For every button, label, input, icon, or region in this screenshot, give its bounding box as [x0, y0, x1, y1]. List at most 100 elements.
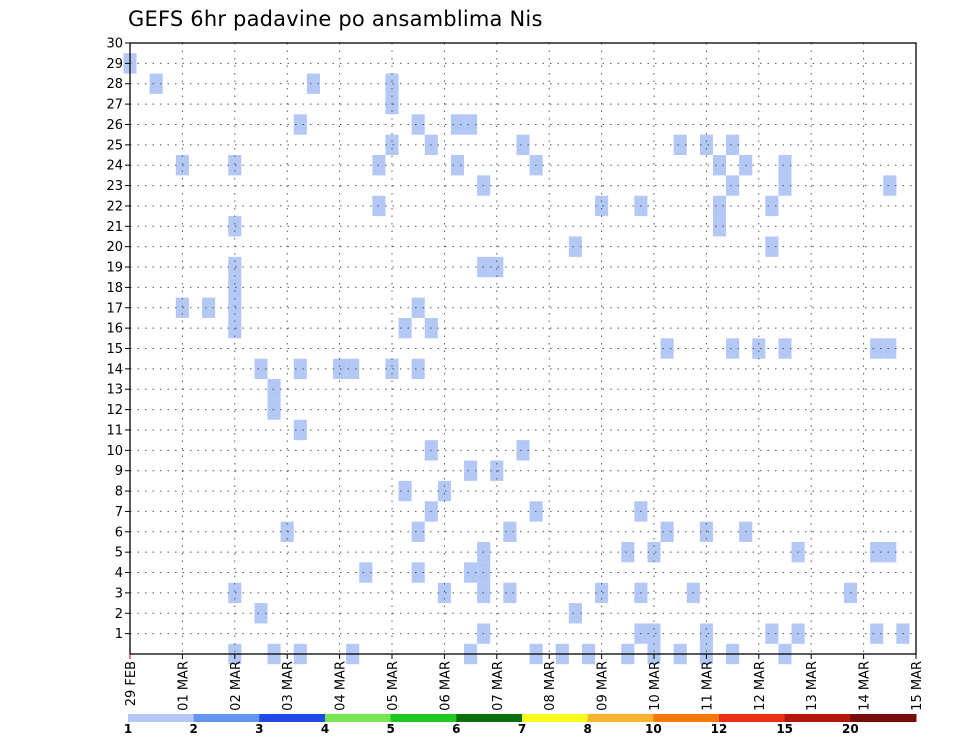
colorbar-label: 10	[645, 722, 662, 736]
colorbar-label: 20	[842, 722, 859, 736]
heatmap-cell	[870, 541, 884, 563]
colorbar-swatch	[193, 714, 260, 722]
heatmap-cell	[673, 134, 687, 156]
heatmap-cell	[254, 358, 268, 380]
x-tick-label: 05 MAR	[386, 661, 401, 711]
heatmap-cell	[450, 155, 465, 176]
heatmap-cell	[752, 338, 766, 359]
colorbar-swatch	[128, 714, 195, 722]
heatmap-cell	[411, 521, 425, 542]
heatmap-cell	[228, 277, 242, 298]
x-tick-label: 29 FEB	[124, 661, 139, 706]
y-tick-label: 5	[115, 546, 123, 561]
heatmap-cell	[385, 134, 399, 156]
y-tick-label: 6	[115, 525, 123, 540]
y-tick-label: 23	[106, 179, 123, 194]
x-tick-label: 10 MAR	[648, 661, 663, 711]
y-tick-label: 28	[106, 77, 123, 92]
heatmap-cell	[778, 338, 792, 359]
x-tick-label: 09 MAR	[596, 661, 611, 711]
heatmap-cell	[726, 338, 740, 359]
colorbar-swatch	[325, 714, 392, 722]
heatmap-cell	[333, 358, 347, 380]
x-tick-label: 11 MAR	[700, 661, 715, 711]
heatmap-cell	[359, 562, 373, 583]
colorbar-label: 6	[452, 722, 460, 736]
x-tick-label: 13 MAR	[805, 661, 820, 711]
heatmap-cell	[503, 582, 517, 604]
y-axis: 1234567891011121314151617181920212223242…	[106, 37, 130, 642]
heatmap-cell	[385, 358, 399, 380]
y-tick-label: 3	[115, 586, 123, 601]
heatmap-cell	[765, 623, 779, 644]
heatmap-cell	[712, 216, 727, 237]
y-tick-label: 2	[115, 607, 123, 622]
x-tick-label: 02 MAR	[229, 661, 244, 711]
x-tick-label: 06 MAR	[438, 661, 453, 711]
heatmap-cell	[398, 317, 412, 339]
y-tick-label: 26	[106, 118, 123, 133]
y-tick-label: 8	[115, 485, 123, 500]
y-tick-label: 24	[106, 159, 123, 174]
y-tick-label: 9	[115, 464, 123, 479]
heatmap-cell	[202, 297, 216, 318]
heatmap-cell	[450, 114, 465, 135]
colorbar-label: 2	[189, 722, 197, 736]
y-tick-label: 13	[106, 383, 123, 398]
colorbar-swatch	[259, 714, 326, 722]
colorbar-label: 8	[583, 722, 591, 736]
heatmap-cell	[398, 480, 412, 502]
y-tick-label: 29	[106, 57, 123, 72]
heatmap-cell	[228, 155, 242, 176]
heatmap-cell	[411, 297, 425, 318]
heatmap-cell	[437, 582, 451, 604]
y-tick-label: 30	[106, 37, 123, 52]
x-tick-label: 15 MAR	[910, 661, 925, 711]
colorbar-label: 5	[386, 722, 394, 736]
heatmap-cell	[699, 134, 713, 156]
colorbar-label: 7	[518, 722, 526, 736]
x-tick-label: 04 MAR	[334, 661, 349, 711]
y-tick-label: 20	[106, 240, 123, 255]
heatmap-cell	[647, 623, 661, 644]
heatmap-cell	[490, 256, 504, 278]
colorbar-swatch	[587, 714, 654, 722]
heatmap-cell	[411, 358, 425, 380]
heatmap-cell	[267, 399, 281, 420]
y-tick-label: 18	[106, 281, 123, 296]
heatmap-cell	[516, 134, 530, 156]
heatmap-cell	[883, 338, 897, 359]
colorbar-swatch	[522, 714, 589, 722]
heatmap-cell	[883, 175, 897, 196]
heatmap-cell	[870, 623, 884, 644]
y-tick-label: 12	[106, 403, 123, 418]
heatmap-cell	[516, 440, 530, 461]
y-tick-label: 21	[106, 220, 123, 235]
heatmap-cell	[175, 297, 189, 318]
heatmap-cell	[411, 562, 425, 583]
colorbar-swatch	[390, 714, 457, 722]
heatmap-cell	[254, 603, 268, 624]
heatmap-cell	[647, 541, 661, 563]
x-tick-label: 07 MAR	[491, 661, 506, 711]
x-tick-label: 03 MAR	[281, 661, 296, 711]
y-tick-label: 4	[115, 566, 123, 581]
heatmap-cell	[568, 603, 582, 624]
colorbar-swatch	[456, 714, 523, 722]
heatmap-cell	[267, 379, 281, 400]
x-tick-label: 12 MAR	[753, 661, 768, 711]
heatmap-cell	[228, 216, 242, 237]
y-tick-label: 27	[106, 98, 123, 113]
heatmap-cell	[464, 460, 478, 481]
heatmap-cell	[228, 297, 242, 318]
y-tick-label: 11	[106, 423, 123, 438]
colorbar-swatch	[719, 714, 786, 722]
heatmap-cell	[595, 582, 609, 604]
heatmap-cell	[712, 195, 727, 217]
heatmap-cell	[726, 175, 740, 196]
heatmap-cell	[293, 114, 307, 135]
y-tick-label: 25	[106, 138, 123, 153]
heatmap-cell	[306, 73, 320, 94]
colorbar: 1 2 3 4 5 6 7 8 10 12 15 20	[124, 714, 917, 736]
heatmap-cell	[870, 338, 884, 359]
